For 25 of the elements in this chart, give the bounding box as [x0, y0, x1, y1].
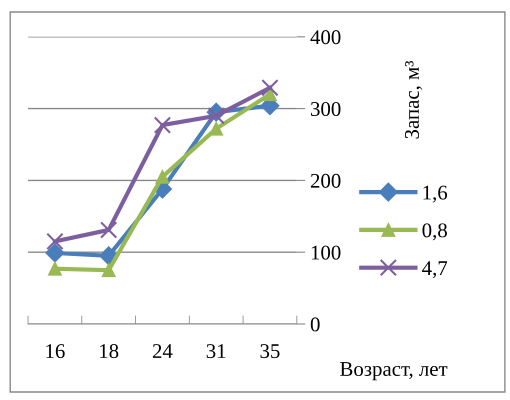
point [46, 232, 64, 250]
point [154, 116, 172, 134]
point [48, 262, 62, 276]
y-tick-label: 300 [311, 102, 340, 116]
point [100, 221, 118, 239]
y-tick-label: 0 [310, 317, 320, 332]
x-axis-title: Возраст, лет [340, 362, 448, 380]
y-tick-label: 400 [310, 30, 340, 44]
y-axis-title: Запас, м³ [404, 60, 422, 138]
x-tick-label: 24 [152, 344, 173, 358]
point [155, 170, 170, 184]
point [209, 122, 224, 136]
point [261, 79, 279, 96]
legend-label: 4,7 [422, 261, 448, 278]
point [45, 243, 64, 262]
y-tick-label: 100 [312, 246, 340, 260]
x-tick-label: 31 [206, 344, 226, 358]
point [208, 107, 225, 124]
x-tick-label: 16 [46, 344, 65, 358]
y-tick-label: 200 [310, 174, 340, 188]
legend-label: 1,6 [424, 186, 448, 203]
legend-label: 0,8 [422, 223, 447, 240]
x-tick-label: 35 [260, 344, 280, 358]
point [102, 263, 116, 278]
x-tick-label: 18 [100, 344, 118, 358]
